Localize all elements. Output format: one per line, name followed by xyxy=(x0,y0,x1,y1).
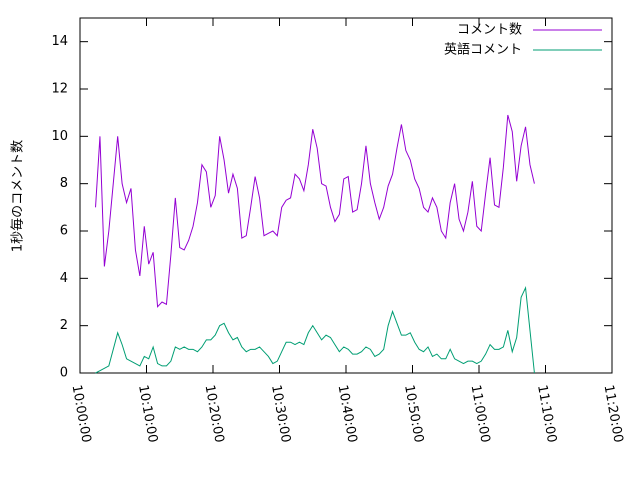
y-tick-label: 6 xyxy=(60,224,68,239)
x-tick-label: 10:50:00 xyxy=(401,384,426,444)
legend-label: 英語コメント xyxy=(444,42,522,58)
y-axis-label: 1秒毎のコメント数 xyxy=(10,140,26,252)
x-tick-label: 10:30:00 xyxy=(268,384,293,444)
y-tick-label: 8 xyxy=(60,176,68,191)
y-tick-label: 2 xyxy=(60,318,68,333)
plot-frame xyxy=(79,17,613,374)
x-tick-label: 11:00:00 xyxy=(468,384,493,444)
legend-label: コメント数 xyxy=(457,23,522,38)
y-tick-label: 0 xyxy=(60,366,68,381)
y-tick-label: 12 xyxy=(51,82,68,97)
y-tick-label: 4 xyxy=(60,271,68,286)
y-tick-label: 10 xyxy=(51,129,68,144)
series-line xyxy=(95,114,535,308)
x-tick-label: 11:20:00 xyxy=(601,384,626,444)
x-tick-label: 10:20:00 xyxy=(202,384,227,444)
x-tick-label: 10:10:00 xyxy=(135,384,160,444)
series-line xyxy=(95,285,535,374)
y-tick-label: 14 xyxy=(51,34,68,49)
x-tick-label: 10:40:00 xyxy=(335,384,360,444)
x-tick-label: 10:00:00 xyxy=(69,384,94,444)
x-tick-label: 11:10:00 xyxy=(534,384,559,444)
